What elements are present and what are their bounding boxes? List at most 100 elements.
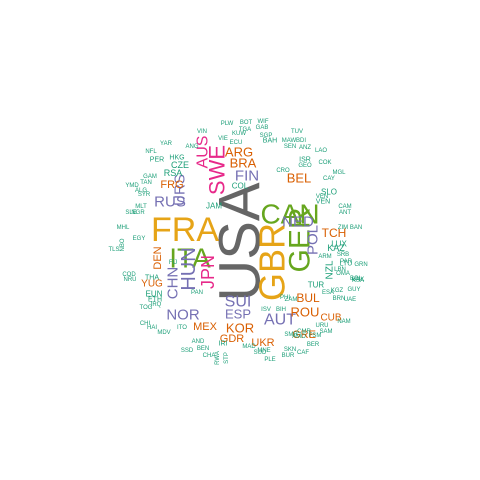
word-anz-88: ANZ (299, 145, 311, 151)
word-tch-26: TCH (322, 226, 347, 240)
word-rou-25: ROU (291, 305, 320, 320)
word-can-4: CAN (260, 199, 319, 230)
word-oma-126: OMA (336, 271, 350, 277)
word-fra-1: FRA (151, 211, 219, 249)
word-tur-39: TUR (308, 281, 325, 290)
word-ant-59: ANT (339, 210, 351, 216)
word-ecu-100: ECU (230, 140, 243, 146)
word-lao-105: LAO (315, 148, 327, 154)
word-ger-3: GER (284, 207, 317, 272)
word-arg-22: ARG (225, 145, 253, 160)
word-ple-69: PLE (264, 357, 275, 363)
word-esa-137: ESA (322, 290, 334, 296)
word-geo-89: GEO (298, 163, 312, 169)
word-nfl-98: NFL (145, 149, 157, 155)
word-slo-43: SLO (321, 188, 337, 197)
word-gam-115: GAM (143, 174, 157, 180)
word-chn-11: CHN (165, 267, 182, 300)
word-aus-7: AUS (195, 136, 212, 169)
word-per-47: PER (150, 157, 164, 164)
word-nam-66: NAM (337, 319, 350, 325)
word-frg-28: FRG (160, 179, 183, 191)
word-ksa-139: KSA (352, 278, 364, 284)
word-sam-85: SAM (319, 329, 332, 335)
word-nor-13: NOR (166, 307, 200, 324)
word-brn-142: BRN (333, 296, 346, 302)
word-sgp-101: SGP (260, 133, 273, 139)
word-and-136: AND (192, 339, 205, 345)
word-srb-55: SRB (337, 252, 349, 258)
word-skn-80: SKN (284, 347, 296, 353)
word-yar-97: YAR (160, 141, 173, 147)
word-sud-127: SUD (254, 350, 267, 356)
word-ven-143: VEN (316, 194, 328, 200)
word-ita-5: ITA (169, 243, 211, 274)
word-pol-16: POL (305, 225, 322, 255)
word-tuv-94: TUV (291, 129, 303, 135)
word-fij-70: FIJ (169, 260, 177, 266)
word-ban-58: BAN (350, 225, 362, 231)
word-pan-51: PAN (191, 290, 203, 296)
word-mhl-113: MHL (117, 225, 130, 231)
word-guy-73: GUY (347, 287, 360, 293)
word-aut-19: AUT (264, 312, 296, 329)
word-ssd-76: SSD (181, 348, 194, 354)
word-gab-93: GAB (256, 125, 269, 131)
word-bot-90: BOT (240, 120, 253, 126)
word-mgl-108: MGL (332, 170, 346, 176)
word-bah-45: BAH (263, 138, 277, 145)
word-zam-64: ZAM (285, 297, 298, 303)
word-cub-34: CUB (320, 313, 341, 324)
word-swe-6: SWE (205, 145, 230, 195)
word-stp-128: STP (224, 352, 230, 364)
word-phi-62: PHI (280, 295, 290, 301)
word-iri-50: IRI (219, 341, 228, 348)
word-usa-0: USA (208, 182, 273, 302)
word-egy-140: EGY (133, 236, 146, 242)
word-ito-133: ITO (177, 325, 187, 331)
word-sle-116: SLE (125, 210, 136, 216)
word-bul-27: BUL (296, 291, 320, 305)
word-ben-79: BEN (197, 346, 209, 352)
word-rsa-36: RSA (164, 168, 183, 178)
word-eun-44: EUN (146, 290, 163, 299)
word-fsm-83: FSM (309, 333, 322, 339)
word-gre-32: GRE (292, 329, 316, 341)
word-cha-78: CHA (203, 353, 216, 359)
word-isv-123: ISV (261, 307, 271, 313)
word-esp-18: ESP (225, 307, 251, 322)
word-cmr-82: CMR (297, 329, 311, 335)
word-nbo-117: NBO (120, 238, 126, 251)
word-bel-23: BEL (287, 171, 312, 186)
word-unk-72: UNK (352, 277, 365, 283)
word-ngr-112: NGR (131, 210, 145, 216)
word-hkg-46: HKG (169, 155, 184, 162)
word-arm-138: ARM (318, 254, 331, 260)
word-lux-40: LUX (331, 240, 347, 249)
word-kor-20: KOR (226, 321, 254, 336)
word-ber-74: BER (307, 342, 320, 348)
word-jpn-8: JPN (198, 255, 218, 289)
word-ang-99: ANG (185, 144, 198, 150)
word-cod-119: COD (122, 272, 136, 278)
word-grn-132: GRN (354, 262, 367, 268)
word-uae-63: UAE (344, 297, 356, 303)
word-lbn-68: LBN (334, 267, 346, 273)
word-nru-120: NRU (124, 277, 137, 283)
word-jam-42: JAM (206, 202, 222, 211)
word-sui-14: SUI (225, 294, 252, 311)
word-kgz-61: KGZ (331, 288, 344, 294)
word-caf-130: CAF (297, 350, 309, 356)
word-kaz-38: KAZ (327, 243, 345, 253)
word-gbr-2: GBR (252, 223, 293, 301)
word-alg-109: ALG (135, 188, 147, 194)
word-bra-21: BRA (230, 156, 257, 171)
word-tha-48: THA (145, 275, 159, 282)
word-kuw-95: KUW (232, 131, 246, 137)
word-eth-49: ETH (148, 297, 162, 304)
word-mlt-111: MLT (135, 204, 147, 210)
word-vin-96: VIN (197, 129, 207, 135)
word-tog-75: TOG (140, 305, 153, 311)
word-bol-71: BOL (350, 276, 363, 282)
